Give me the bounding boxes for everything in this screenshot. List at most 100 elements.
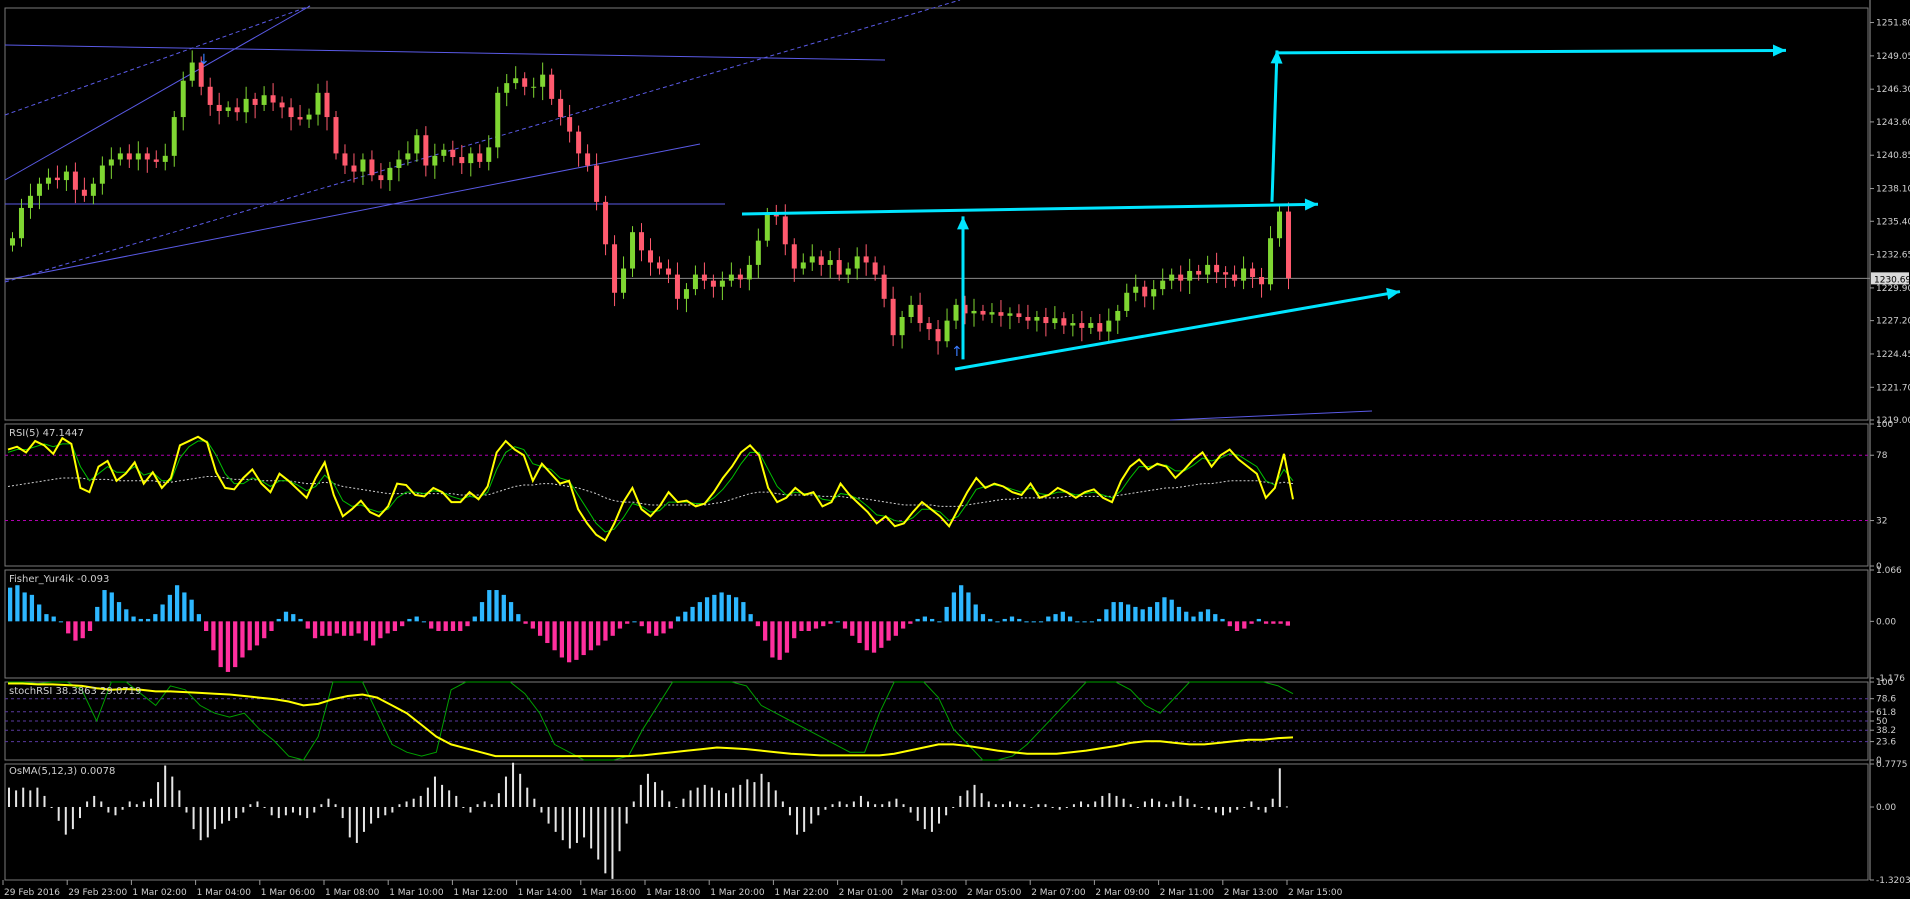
candle-body	[692, 274, 698, 290]
stochrsi-label: stochRSI 38.3863 29.0719	[9, 686, 141, 697]
candle-body	[414, 135, 420, 154]
osma-bar	[604, 806, 607, 874]
fisher-bar	[487, 590, 492, 622]
candle-body	[737, 274, 743, 280]
osma-bar	[689, 790, 692, 807]
price-axis-tick-label: 1219.00	[1876, 416, 1910, 426]
price-axis-tick-label: 1232.65	[1876, 251, 1910, 261]
fisher-bar	[472, 616, 477, 622]
fisher-bar	[501, 594, 506, 622]
fisher-bar	[915, 618, 920, 622]
candle-body	[99, 165, 105, 184]
osma-bar	[639, 784, 642, 807]
osma-bar	[391, 806, 394, 813]
panel-frame	[4, 763, 1869, 881]
candle-body	[315, 92, 321, 115]
candle-body	[1241, 268, 1247, 281]
price-axis-tick-label: 1235.40	[1876, 217, 1910, 227]
fisher-bar	[1184, 611, 1189, 622]
fisher-bar	[349, 621, 354, 636]
fisher-bar	[247, 621, 252, 651]
fisher-bar	[770, 621, 775, 658]
osma-bar	[1229, 806, 1232, 813]
osma-bar	[1101, 795, 1104, 807]
candle-body	[755, 240, 761, 265]
osma-bar	[1108, 793, 1111, 807]
channel-line	[4, 0, 961, 283]
candle-body	[1070, 323, 1076, 326]
osma-bar	[646, 773, 649, 807]
candle-body	[351, 165, 357, 172]
osma-bar	[575, 806, 578, 843]
candle-body	[135, 153, 141, 160]
fisher-bar	[254, 621, 260, 646]
osma-bar	[1207, 806, 1210, 810]
osma-bar	[433, 776, 436, 807]
osma-bar	[767, 782, 770, 807]
fisher-bar	[450, 621, 456, 631]
fisher-bar	[959, 585, 964, 622]
osma-bar	[377, 806, 380, 819]
osma-bar	[859, 795, 862, 807]
candle-body	[27, 195, 33, 208]
fisher-bar	[1133, 606, 1138, 622]
fisher-bar	[908, 621, 913, 624]
candle-body	[387, 167, 393, 181]
osma-axis-tick-label: -1.3203	[1876, 876, 1910, 886]
candle-body	[45, 177, 51, 184]
candle-body	[90, 183, 96, 196]
fisher-bar	[1060, 611, 1065, 622]
fisher-bar	[1285, 621, 1290, 626]
rsi-axis-tick-label: 100	[1876, 420, 1893, 430]
fisher-bar	[276, 618, 281, 622]
osma-bar	[114, 806, 117, 816]
osma-bar	[341, 806, 344, 819]
fisher-bar	[341, 621, 347, 636]
fisher-bar	[654, 621, 659, 636]
candle-body	[953, 304, 959, 321]
candle-body	[63, 171, 69, 181]
fisher-bar	[102, 590, 107, 622]
osma-bar	[497, 793, 500, 807]
fisher-bar	[690, 606, 695, 622]
fisher-bar	[1075, 621, 1080, 623]
osma-bar	[334, 804, 337, 807]
candle-body	[674, 274, 680, 299]
osma-bar	[426, 787, 429, 807]
osma-bar	[192, 806, 195, 830]
osma-bar	[938, 806, 941, 824]
osma-bar	[703, 784, 706, 807]
price-axis-tick-label: 1240.85	[1876, 151, 1910, 161]
osma-bar	[306, 806, 309, 819]
fisher-bar	[37, 604, 42, 622]
osma-bar	[43, 795, 46, 807]
fisher-bar	[1096, 618, 1102, 622]
candle-body	[1115, 310, 1121, 321]
candle-body	[630, 232, 636, 269]
osma-bar	[270, 806, 273, 816]
candle-body	[1088, 323, 1094, 328]
fisher-bar	[537, 621, 543, 636]
candle-body	[890, 298, 896, 336]
candle-body	[683, 289, 689, 299]
fisher-bar	[900, 621, 906, 629]
candle-body	[1232, 274, 1238, 281]
candle-body	[450, 149, 456, 158]
osma-bar	[1236, 806, 1239, 810]
candle-body	[989, 312, 995, 315]
fisher-bar	[741, 602, 746, 622]
osma-bar	[874, 804, 877, 807]
fisher-bar	[479, 602, 485, 622]
fisher-bar	[1162, 597, 1167, 622]
fisher-bar	[334, 621, 339, 634]
candle-body	[1151, 289, 1157, 297]
candle-body	[1016, 313, 1022, 317]
rsi-axis-tick-label: 32	[1876, 517, 1887, 527]
candle-body	[603, 201, 609, 245]
time-axis-label: 1 Mar 22:00	[774, 888, 829, 898]
fisher-bar	[225, 621, 231, 672]
candle-body	[261, 95, 267, 105]
candle-body	[881, 274, 887, 299]
osma-bar	[483, 801, 486, 807]
